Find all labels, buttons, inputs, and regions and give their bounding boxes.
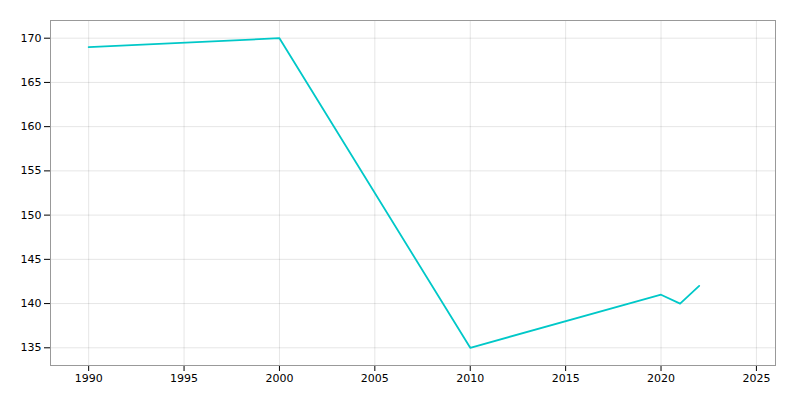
svg-text:2025: 2025	[742, 372, 770, 385]
svg-text:2010: 2010	[456, 372, 484, 385]
svg-text:165: 165	[21, 76, 42, 89]
svg-text:2020: 2020	[647, 372, 675, 385]
svg-text:1990: 1990	[75, 372, 103, 385]
svg-text:155: 155	[21, 164, 42, 177]
svg-text:1995: 1995	[170, 372, 198, 385]
svg-text:2005: 2005	[361, 372, 389, 385]
svg-text:170: 170	[21, 32, 42, 45]
svg-text:145: 145	[21, 253, 42, 266]
svg-text:2000: 2000	[265, 372, 293, 385]
svg-text:2015: 2015	[552, 372, 580, 385]
svg-text:160: 160	[21, 120, 42, 133]
svg-text:140: 140	[21, 297, 42, 310]
svg-text:135: 135	[21, 341, 42, 354]
svg-text:150: 150	[21, 209, 42, 222]
